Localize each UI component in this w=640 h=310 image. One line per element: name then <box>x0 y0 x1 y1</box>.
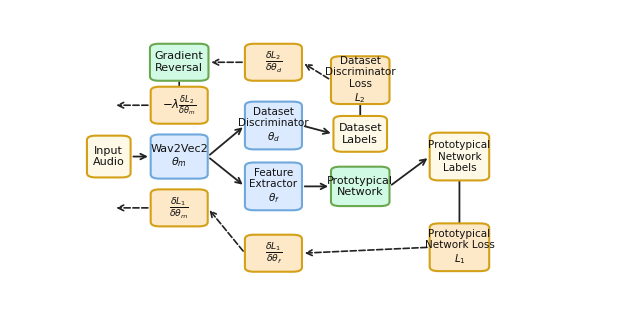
FancyBboxPatch shape <box>429 224 489 271</box>
FancyBboxPatch shape <box>150 189 208 226</box>
FancyBboxPatch shape <box>429 133 489 180</box>
FancyBboxPatch shape <box>333 116 387 152</box>
Text: Prototypical
Network: Prototypical Network <box>327 175 393 197</box>
FancyBboxPatch shape <box>331 56 390 104</box>
FancyBboxPatch shape <box>331 167 390 206</box>
Text: Wav2Vec2
$\theta_m$: Wav2Vec2 $\theta_m$ <box>150 144 208 170</box>
FancyBboxPatch shape <box>245 44 302 81</box>
Text: Feature
Extractor
$\theta_f$: Feature Extractor $\theta_f$ <box>250 168 298 205</box>
Text: $-\lambda\frac{\delta L_2}{\delta\theta_m}$: $-\lambda\frac{\delta L_2}{\delta\theta_… <box>162 93 196 117</box>
FancyBboxPatch shape <box>150 87 208 124</box>
Text: $\frac{\delta L_2}{\delta\theta_d}$: $\frac{\delta L_2}{\delta\theta_d}$ <box>264 49 282 75</box>
Text: Prototypical
Network Loss
$L_1$: Prototypical Network Loss $L_1$ <box>424 228 494 266</box>
Text: Input
Audio: Input Audio <box>93 146 125 167</box>
Text: Dataset
Labels: Dataset Labels <box>339 123 382 145</box>
FancyBboxPatch shape <box>245 162 302 210</box>
FancyBboxPatch shape <box>150 135 208 179</box>
FancyBboxPatch shape <box>150 44 209 81</box>
Text: Prototypical
Network
Labels: Prototypical Network Labels <box>428 140 490 173</box>
FancyBboxPatch shape <box>245 235 302 272</box>
Text: Dataset
Discriminator
$\theta_d$: Dataset Discriminator $\theta_d$ <box>238 107 308 144</box>
FancyBboxPatch shape <box>87 136 131 177</box>
Text: $\frac{\delta L_1}{\delta\theta_f}$: $\frac{\delta L_1}{\delta\theta_f}$ <box>265 240 282 266</box>
Text: Gradient
Reversal: Gradient Reversal <box>155 51 204 73</box>
Text: Dataset
Discriminator
Loss
$L_2$: Dataset Discriminator Loss $L_2$ <box>325 56 396 105</box>
FancyBboxPatch shape <box>245 102 302 149</box>
Text: $\frac{\delta L_1}{\delta\theta_m}$: $\frac{\delta L_1}{\delta\theta_m}$ <box>169 195 189 221</box>
